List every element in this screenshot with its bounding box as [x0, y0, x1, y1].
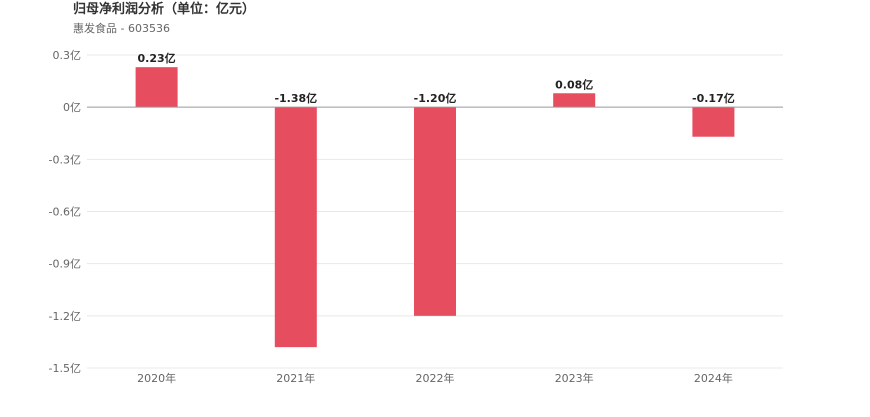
y-axis: 0.3亿 0亿 -0.3亿 -0.6亿 -0.9亿 -1.2亿 -1.5亿	[49, 49, 81, 375]
bar	[274, 107, 317, 348]
bar	[414, 107, 456, 316]
data-label: 0.08亿	[555, 77, 593, 91]
chart-title: 归母净利润分析（单位：亿元）	[73, 1, 255, 17]
y-tick-label: -0.6亿	[49, 206, 81, 219]
y-tick-label: 0.3亿	[53, 49, 82, 62]
x-tick-label: 2024年	[694, 371, 733, 385]
bars	[135, 67, 735, 348]
bar	[692, 107, 735, 137]
data-label: -0.17亿	[692, 91, 735, 105]
chart-subtitle: 惠发食品 - 603536	[73, 21, 170, 35]
bar	[553, 93, 596, 108]
y-tick-label: -0.3亿	[49, 153, 81, 166]
y-tick-label: -1.5亿	[49, 362, 81, 375]
x-tick-label: 2020年	[137, 371, 176, 385]
y-tick-label: 0亿	[63, 101, 81, 114]
y-tick-label: -0.9亿	[49, 258, 81, 271]
data-labels: 0.23亿 -1.38亿 -1.20亿 0.08亿 -0.17亿	[138, 51, 735, 105]
data-label: -1.20亿	[414, 91, 457, 105]
y-tick-label: -1.2亿	[49, 310, 81, 323]
data-label: -1.38亿	[274, 91, 317, 105]
x-tick-label: 2023年	[555, 371, 594, 385]
bar	[135, 67, 178, 108]
data-label: 0.23亿	[138, 51, 176, 65]
x-tick-label: 2022年	[416, 371, 455, 385]
x-tick-label: 2021年	[276, 371, 315, 385]
x-axis: 2020年 2021年 2022年 2023年 2024年	[137, 371, 733, 385]
